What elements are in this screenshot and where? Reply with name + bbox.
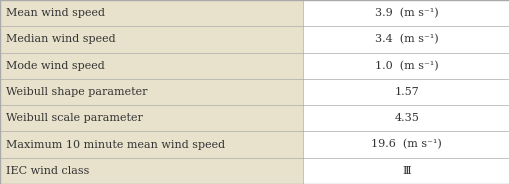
Text: 19.6  (m s⁻¹): 19.6 (m s⁻¹) xyxy=(371,139,441,150)
Text: 3.4  (m s⁻¹): 3.4 (m s⁻¹) xyxy=(374,34,438,45)
Bar xyxy=(303,131,509,158)
Bar xyxy=(303,79,509,105)
Bar xyxy=(303,105,509,131)
Text: Maximum 10 minute mean wind speed: Maximum 10 minute mean wind speed xyxy=(6,140,225,150)
Bar xyxy=(303,158,509,184)
Bar xyxy=(0,26,303,53)
Bar xyxy=(0,0,303,26)
Text: Weibull scale parameter: Weibull scale parameter xyxy=(6,113,143,123)
Bar xyxy=(0,105,303,131)
Text: 3.9  (m s⁻¹): 3.9 (m s⁻¹) xyxy=(374,8,438,18)
Text: IEC wind class: IEC wind class xyxy=(6,166,89,176)
Text: Weibull shape parameter: Weibull shape parameter xyxy=(6,87,147,97)
Text: 1.0  (m s⁻¹): 1.0 (m s⁻¹) xyxy=(374,61,438,71)
Bar xyxy=(303,53,509,79)
Text: Mode wind speed: Mode wind speed xyxy=(6,61,105,71)
Text: 4.35: 4.35 xyxy=(393,113,418,123)
Bar xyxy=(303,26,509,53)
Text: Median wind speed: Median wind speed xyxy=(6,34,116,44)
Bar xyxy=(303,0,509,26)
Bar xyxy=(0,79,303,105)
Bar xyxy=(0,53,303,79)
Text: Ⅲ: Ⅲ xyxy=(402,166,410,176)
Text: Mean wind speed: Mean wind speed xyxy=(6,8,105,18)
Bar xyxy=(0,158,303,184)
Bar xyxy=(0,131,303,158)
Text: 1.57: 1.57 xyxy=(393,87,418,97)
